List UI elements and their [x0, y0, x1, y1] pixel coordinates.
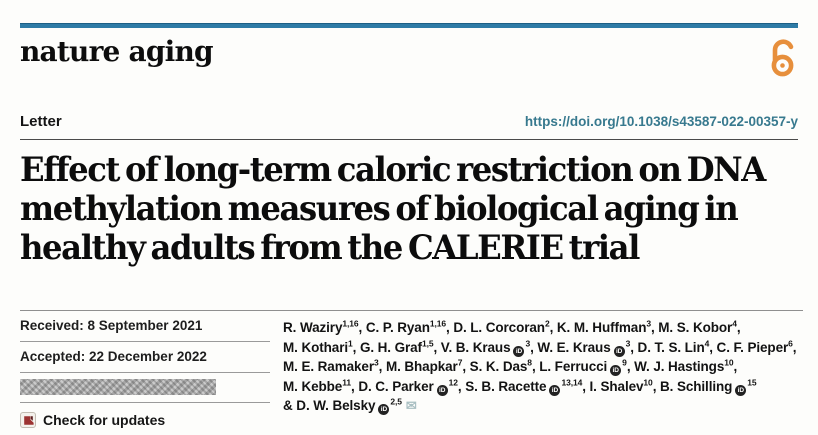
orcid-icon[interactable]: iD	[513, 345, 525, 357]
open-access-icon	[767, 37, 798, 82]
dates-column: Received: 8 September 2021 Accepted: 22 …	[20, 311, 270, 428]
received-date: Received: 8 September 2021	[20, 311, 270, 342]
article-title: Effect of long-term caloric restriction …	[20, 151, 798, 268]
check-for-updates-button[interactable]: Check for updates	[20, 403, 270, 428]
affiliation-superscript: 1,16	[429, 318, 447, 329]
author-line: & D. W. Belsky iD2,5 ✉	[283, 396, 417, 415]
affiliation-superscript: 1,16	[342, 318, 359, 329]
published-date-row	[20, 373, 270, 403]
orcid-icon[interactable]: iD	[613, 345, 625, 357]
affiliation-superscript: 1	[348, 338, 353, 348]
affiliation-superscript: 4	[704, 338, 710, 348]
masthead: nature aging	[20, 35, 798, 83]
affiliation-superscript: 3	[525, 338, 531, 348]
doi-link[interactable]: https://doi.org/10.1038/s43587-022-00357…	[524, 114, 798, 129]
title-line: healthy adults from the CALERIE trial	[20, 228, 640, 268]
check-for-updates-label: Check for updates	[43, 412, 166, 428]
orcid-icon[interactable]: iD	[549, 384, 561, 396]
affiliation-superscript: 13,14	[561, 377, 583, 387]
published-date-redacted	[20, 379, 216, 395]
orcid-icon[interactable]: iD	[735, 384, 747, 396]
orcid-icon[interactable]: iD	[378, 404, 390, 415]
accepted-date: Accepted: 22 December 2022	[20, 342, 270, 373]
author-line: M. E. Ramaker3, M. Bhapkar7, S. K. Das8,…	[283, 357, 738, 376]
affiliation-superscript: 6	[788, 338, 793, 348]
affiliation-superscript: 2	[544, 318, 550, 329]
affiliation-superscript: 8	[527, 357, 532, 368]
affiliation-superscript: 11	[342, 377, 352, 387]
affiliation-superscript: 3	[625, 338, 631, 348]
affiliation-superscript: 3	[646, 318, 651, 329]
affiliation-superscript: 3	[374, 357, 379, 368]
crossmark-icon	[20, 412, 36, 428]
affiliation-superscript: 2,5	[390, 396, 402, 407]
journal-accent-bar	[20, 23, 798, 28]
title-line: Effect of long-term caloric restriction …	[20, 150, 766, 190]
affiliation-superscript: 7	[457, 357, 463, 368]
article-type-label: Letter	[20, 113, 62, 130]
affiliation-superscript: 12	[448, 377, 458, 387]
author-line: M. Kebbe11, D. C. Parker iD12, S. B. Race…	[283, 377, 757, 396]
article-meta-row: Letter https://doi.org/10.1038/s43587-02…	[20, 113, 798, 140]
journal-logo: nature aging	[20, 35, 214, 68]
lower-section: Received: 8 September 2021 Accepted: 22 …	[20, 310, 803, 428]
affiliation-superscript: 15	[747, 377, 757, 387]
author-list: R. Waziry1,16, C. P. Ryan1,16, D. L. Cor…	[270, 311, 803, 428]
affiliation-superscript: 10	[724, 357, 734, 368]
affiliation-superscript: 9	[622, 357, 627, 368]
affiliation-superscript: 10	[643, 377, 653, 387]
orcid-icon[interactable]: iD	[610, 365, 622, 376]
email-icon[interactable]: ✉	[405, 398, 417, 413]
orcid-icon[interactable]: iD	[436, 384, 448, 396]
author-line: M. Kothari1, G. H. Graf1,5, V. B. Kraus i…	[283, 338, 797, 357]
affiliation-superscript: 1,5	[421, 338, 434, 348]
affiliation-superscript: 4	[732, 318, 737, 329]
title-line: methylation measures of biological aging…	[20, 189, 739, 229]
author-line: R. Waziry1,16, C. P. Ryan1,16, D. L. Cor…	[283, 318, 741, 335]
